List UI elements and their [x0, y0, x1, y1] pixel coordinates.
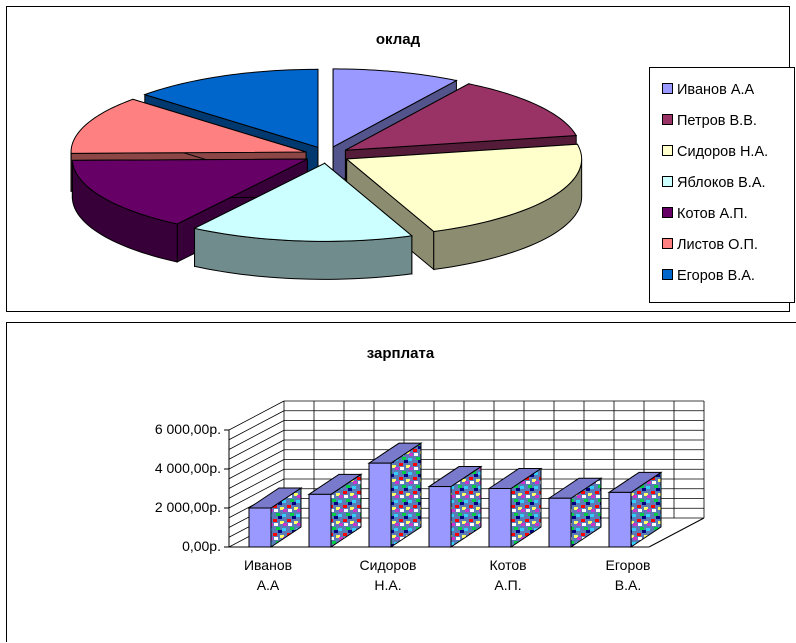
pie-chart-title: оклад [375, 31, 421, 48]
y-tick-label: 0,00р. [182, 538, 221, 554]
legend-swatch [662, 114, 673, 125]
bar-петров-в-в [307, 473, 363, 548]
bar-егоров-в-а [607, 471, 663, 548]
x-tick-label: Егоров В.А. [605, 557, 651, 593]
legend-swatch [662, 176, 673, 187]
legend-item-котов-а-п: Котов А.П. [662, 204, 748, 224]
legend-swatch [662, 207, 673, 218]
y-tick-label: 6 000,00р. [154, 421, 221, 437]
y-tick-label: 4 000,00р. [154, 460, 221, 476]
legend-label: Петров В.В. [677, 113, 757, 129]
legend-item-яблоков-в-а: Яблоков В.А. [662, 173, 766, 193]
bar-яблоков-в-а [427, 465, 483, 548]
pie-chart-plot [70, 68, 583, 280]
bar-иванов-а-а [247, 487, 303, 548]
legend-label: Сидоров Н.А. [677, 144, 769, 160]
legend-swatch [662, 145, 673, 156]
legend-label: Яблоков В.А. [677, 175, 766, 191]
legend-label: Листов О.П. [677, 237, 758, 253]
pie-slice-яблоков-в-а [193, 162, 414, 280]
legend-label: Егоров В.А. [677, 268, 755, 284]
bar-сидоров-н-а [367, 442, 423, 548]
bar-листов-о-п [547, 477, 603, 548]
bar-chart-plot [224, 400, 705, 548]
x-tick-label: Иванов А.А [243, 557, 293, 593]
legend-swatch [662, 83, 673, 94]
legend-label: Котов А.П. [677, 206, 748, 222]
pie-chart-panel: оклад Иванов А.А Петров В.В. Сидоров Н.А. Я… [6, 6, 795, 312]
legend-item-иванов-а-а: Иванов А.А [662, 80, 754, 100]
legend-swatch [662, 238, 673, 249]
legend-item-егоров-в-а: Егоров В.А. [662, 266, 755, 286]
x-tick-label: Сидоров Н.А. [359, 557, 417, 593]
bar-котов-а-п [487, 467, 543, 548]
legend-label: Иванов А.А [677, 82, 755, 98]
legend-item-листов-о-п: Листов О.П. [662, 235, 758, 255]
x-tick-label: Котов А.П. [489, 557, 527, 593]
legend-swatch [662, 269, 673, 280]
y-tick-label: 2 000,00р. [154, 499, 221, 515]
bar-chart-panel: зарплата 0,00р. 2 000,00р. 4 000,00р. 6 000… [6, 322, 796, 642]
pie-legend: Иванов А.А Петров В.В. Сидоров Н.А. Яблоков… [649, 67, 795, 303]
legend-item-петров-в-в: Петров В.В. [662, 111, 757, 131]
legend-item-сидоров-н-а: Сидоров Н.А. [662, 142, 768, 162]
bar-chart-title: зарплата [366, 345, 435, 362]
